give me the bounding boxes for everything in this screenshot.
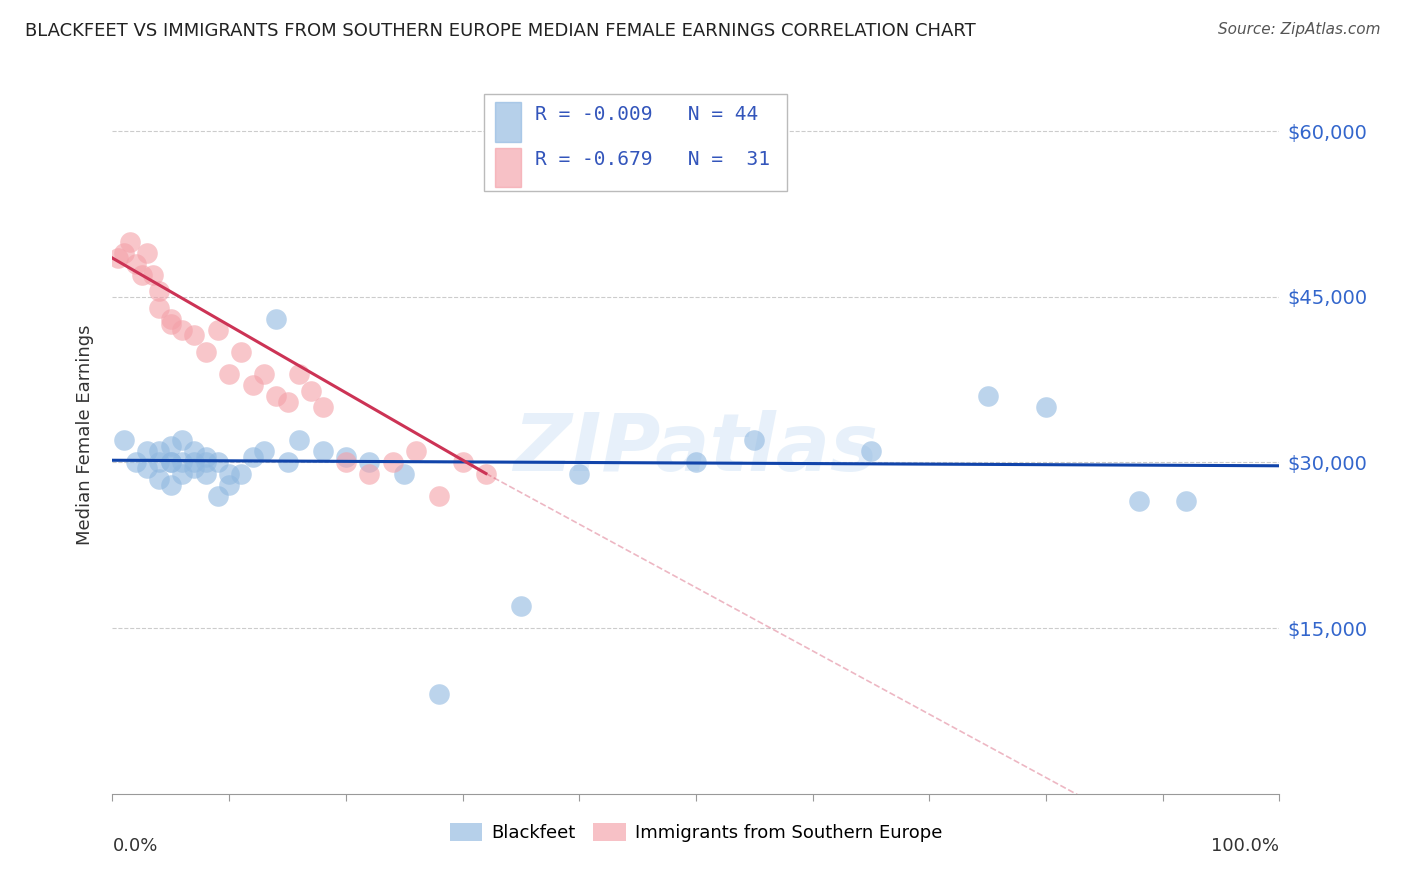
Point — [276, 455, 298, 469]
Point — [253, 444, 276, 458]
Point — [451, 455, 474, 469]
Point — [183, 455, 205, 469]
Point — [160, 477, 183, 491]
Point — [264, 311, 287, 326]
Point — [194, 345, 217, 359]
Point — [475, 467, 498, 481]
Point — [288, 434, 311, 448]
Point — [194, 467, 217, 481]
Point — [207, 489, 229, 503]
Point — [160, 455, 183, 469]
Point — [253, 367, 276, 381]
Text: Source: ZipAtlas.com: Source: ZipAtlas.com — [1218, 22, 1381, 37]
Point — [125, 455, 148, 469]
Point — [242, 450, 264, 464]
Text: 100.0%: 100.0% — [1212, 837, 1279, 855]
Point — [148, 285, 170, 299]
Point — [218, 367, 240, 381]
Point — [685, 455, 707, 469]
Point — [112, 434, 135, 448]
Legend: Blackfeet, Immigrants from Southern Europe: Blackfeet, Immigrants from Southern Euro… — [443, 815, 949, 849]
Point — [136, 444, 159, 458]
Point — [299, 384, 322, 398]
Bar — [495, 103, 522, 142]
Bar — [495, 147, 522, 187]
Point — [183, 444, 205, 458]
Point — [288, 367, 311, 381]
Point — [229, 345, 252, 359]
Point — [112, 245, 135, 260]
Point — [218, 467, 240, 481]
Point — [183, 328, 205, 343]
Point — [359, 455, 381, 469]
Text: ZIPatlas: ZIPatlas — [513, 410, 879, 488]
Point — [136, 461, 159, 475]
Point — [172, 434, 194, 448]
Point — [394, 467, 416, 481]
Point — [311, 401, 333, 415]
Point — [172, 455, 194, 469]
Point — [427, 489, 450, 503]
Point — [148, 301, 170, 315]
Point — [311, 444, 333, 458]
Point — [172, 323, 194, 337]
Point — [427, 688, 450, 702]
Point — [142, 268, 165, 282]
Point — [405, 444, 427, 458]
Point — [568, 467, 591, 481]
Point — [172, 467, 194, 481]
Point — [148, 472, 170, 486]
Point — [509, 599, 531, 613]
Text: R = -0.009   N = 44: R = -0.009 N = 44 — [534, 104, 758, 124]
Point — [229, 467, 252, 481]
Point — [160, 318, 183, 332]
Point — [207, 323, 229, 337]
Point — [359, 467, 381, 481]
Point — [218, 477, 240, 491]
Point — [335, 455, 357, 469]
Point — [1035, 401, 1057, 415]
Point — [148, 444, 170, 458]
Text: 0.0%: 0.0% — [112, 837, 157, 855]
Point — [194, 455, 217, 469]
Point — [242, 378, 264, 392]
Point — [264, 389, 287, 403]
Point — [276, 394, 298, 409]
FancyBboxPatch shape — [484, 94, 787, 191]
Point — [335, 450, 357, 464]
Text: R = -0.679   N =  31: R = -0.679 N = 31 — [534, 150, 770, 169]
Point — [381, 455, 404, 469]
Point — [744, 434, 766, 448]
Point — [1128, 494, 1150, 508]
Point — [125, 257, 148, 271]
Point — [860, 444, 883, 458]
Point — [160, 311, 183, 326]
Text: BLACKFEET VS IMMIGRANTS FROM SOUTHERN EUROPE MEDIAN FEMALE EARNINGS CORRELATION : BLACKFEET VS IMMIGRANTS FROM SOUTHERN EU… — [25, 22, 976, 40]
Point — [183, 461, 205, 475]
Y-axis label: Median Female Earnings: Median Female Earnings — [76, 325, 94, 545]
Point — [194, 450, 217, 464]
Point — [131, 268, 153, 282]
Point — [118, 235, 141, 249]
Point — [107, 251, 129, 265]
Point — [1175, 494, 1198, 508]
Point — [207, 455, 229, 469]
Point — [976, 389, 998, 403]
Point — [160, 439, 183, 453]
Point — [148, 455, 170, 469]
Point — [160, 455, 183, 469]
Point — [136, 245, 159, 260]
